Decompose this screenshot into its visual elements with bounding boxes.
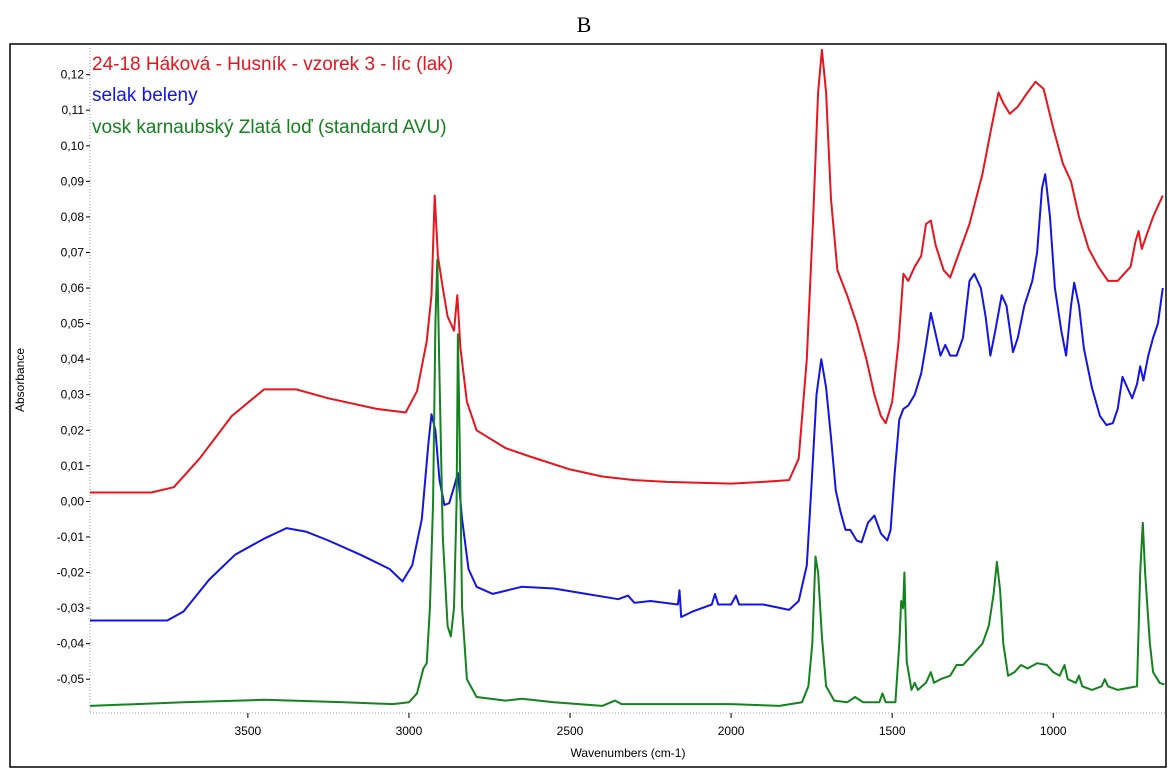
y-tick-label: 0,12 [61,68,85,82]
y-tick-label: -0,01 [57,530,85,544]
legend-entry-1: 24-18 Háková - Husník - vzorek 3 - líc (… [92,54,453,75]
y-tick-label: 0,05 [61,317,85,331]
legend: 24-18 Háková - Husník - vzorek 3 - líc (… [92,54,453,138]
x-tick-label: 3500 [235,724,262,738]
x-tick-label: 2000 [718,724,745,738]
y-tick-label: 0,10 [61,139,85,153]
figure-label: B [576,12,592,37]
series-line-1 [90,48,1164,494]
y-tick-label: 0,03 [61,388,85,402]
y-tick-label: -0,04 [57,637,85,651]
x-axis-ticks: 3500 3000 2500 2000 1500 1000 [235,713,1067,738]
plot-frame [9,43,1167,768]
y-tick-label: 0,01 [61,459,85,473]
y-axis-title: Absorbance [13,348,27,412]
series-line-3 [89,258,1165,707]
series-lines [89,48,1165,707]
x-tick-label: 1000 [1040,724,1067,738]
y-tick-label: -0,03 [57,601,85,615]
x-tick-label: 3000 [396,724,423,738]
y-tick-label: 0,00 [61,494,85,508]
x-axis-title: Wavenumbers (cm-1) [571,746,686,760]
y-tick-label: 0,08 [61,210,85,224]
y-tick-label: 0,06 [61,281,85,295]
y-axis-ticks: 0,12 0,11 0,10 0,09 0,08 0,07 0,06 0,05 0,04 0,03… [57,68,90,686]
y-tick-label: 0,04 [61,352,85,366]
y-tick-label: 0,11 [62,103,85,117]
y-tick-label: -0,02 [57,566,85,580]
y-tick-label: 0,09 [61,174,85,188]
legend-entry-3: vosk karnaubský Zlatá loď (standard AVU) [92,117,447,138]
y-tick-label: 0,02 [61,423,85,437]
x-tick-label: 2500 [557,724,584,738]
y-tick-label: -0,05 [57,672,85,686]
x-tick-label: 1500 [879,724,906,738]
legend-entry-2: selak beleny [92,85,198,106]
y-tick-label: 0,07 [61,245,85,259]
series-line-2 [90,173,1164,622]
